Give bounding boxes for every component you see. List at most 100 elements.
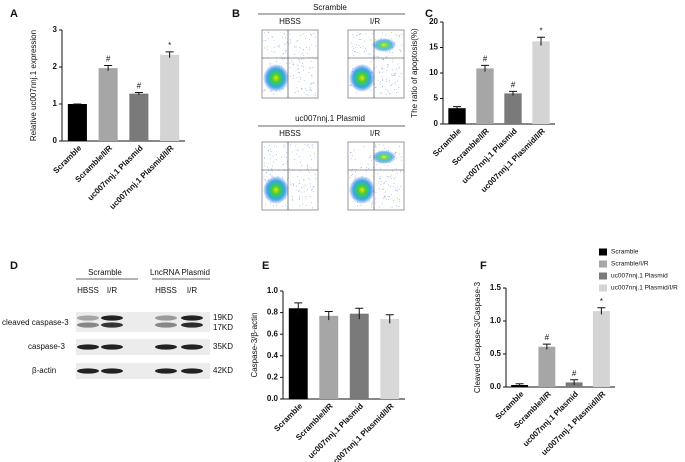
event-dot bbox=[314, 95, 316, 97]
event-dot bbox=[382, 67, 384, 69]
event-dot bbox=[308, 48, 310, 50]
event-dot bbox=[305, 93, 307, 95]
event-dot bbox=[399, 198, 401, 200]
event-dot bbox=[286, 178, 288, 180]
event-dot bbox=[382, 79, 383, 81]
event-dot bbox=[284, 49, 286, 51]
bar bbox=[532, 41, 550, 124]
blot-band bbox=[155, 315, 177, 321]
event-dot bbox=[356, 52, 358, 54]
event-dot bbox=[359, 47, 361, 48]
y-tick-label: 3 bbox=[53, 25, 58, 34]
y-tick-label: 1.0 bbox=[267, 286, 279, 295]
event-dot bbox=[264, 47, 265, 49]
event-dot bbox=[378, 143, 380, 145]
y-tick-label: 1.5 bbox=[490, 283, 502, 292]
flow-plots bbox=[261, 29, 405, 211]
event-dot bbox=[286, 42, 288, 44]
event-dot bbox=[390, 85, 392, 87]
event-dot bbox=[298, 180, 300, 182]
event-dot bbox=[275, 205, 277, 206]
event-dot bbox=[303, 58, 305, 60]
event-dot bbox=[395, 72, 396, 74]
blot-band bbox=[155, 368, 177, 374]
event-dot bbox=[311, 207, 313, 209]
event-dot bbox=[376, 56, 378, 58]
event-dot bbox=[271, 170, 273, 172]
event-dot bbox=[306, 144, 308, 146]
event-dot bbox=[273, 205, 275, 207]
event-dot bbox=[295, 189, 297, 191]
y-tick-label: 0.2 bbox=[267, 373, 279, 382]
event-dot bbox=[351, 42, 353, 44]
event-dot bbox=[386, 70, 388, 72]
event-dot bbox=[401, 159, 402, 161]
event-dot bbox=[384, 165, 386, 167]
row-label: cleaved caspase-3 bbox=[2, 318, 69, 327]
event-dot bbox=[352, 168, 354, 170]
event-dot bbox=[290, 183, 292, 185]
event-dot bbox=[385, 34, 386, 36]
legend-swatch bbox=[599, 248, 607, 256]
event-dot bbox=[289, 63, 291, 65]
event-dot bbox=[358, 39, 360, 40]
event-dot bbox=[395, 151, 397, 153]
event-dot bbox=[267, 162, 269, 164]
event-dot bbox=[307, 166, 309, 168]
event-dot bbox=[310, 60, 312, 62]
event-dot bbox=[311, 144, 313, 146]
significance-mark: # bbox=[545, 333, 550, 342]
event-dot bbox=[386, 198, 387, 200]
significance-mark: * bbox=[600, 297, 603, 306]
event-dot bbox=[365, 47, 366, 49]
event-dot bbox=[315, 58, 317, 60]
event-dot bbox=[389, 93, 391, 95]
event-dot bbox=[303, 191, 305, 193]
y-tick-label: 1.0 bbox=[490, 316, 502, 325]
event-dot bbox=[381, 66, 383, 68]
event-dot bbox=[299, 205, 301, 207]
event-dot bbox=[282, 145, 284, 147]
blot-band bbox=[77, 368, 99, 374]
event-dot bbox=[399, 50, 401, 52]
event-dot bbox=[309, 186, 311, 188]
legend-label: uc007nnj.1 Plasmid/I/R bbox=[611, 285, 678, 292]
blot-band bbox=[101, 322, 123, 328]
event-dot bbox=[302, 149, 304, 151]
event-dot bbox=[386, 80, 388, 82]
event-dot bbox=[271, 175, 273, 177]
event-dot bbox=[305, 196, 307, 197]
event-dot bbox=[372, 166, 374, 168]
event-dot bbox=[310, 84, 312, 86]
bar bbox=[592, 311, 610, 387]
event-dot bbox=[352, 34, 354, 36]
event-dot bbox=[295, 46, 297, 48]
event-dot bbox=[266, 176, 268, 178]
legend-label: Scramble bbox=[611, 249, 639, 256]
event-dot bbox=[388, 184, 390, 186]
event-dot bbox=[296, 153, 298, 155]
event-dot bbox=[391, 75, 393, 77]
event-dot bbox=[371, 203, 373, 205]
error-bar bbox=[537, 36, 545, 46]
event-dot bbox=[389, 185, 391, 187]
error-bar bbox=[481, 64, 489, 72]
event-dot bbox=[263, 176, 265, 178]
event-dot bbox=[297, 68, 298, 70]
event-dot bbox=[398, 205, 400, 207]
event-dot bbox=[370, 39, 372, 41]
event-dot bbox=[375, 66, 377, 68]
error-bar bbox=[542, 343, 551, 350]
event-dot bbox=[299, 59, 301, 61]
event-dot bbox=[285, 50, 287, 52]
event-dot bbox=[390, 194, 392, 196]
event-dot bbox=[382, 86, 384, 88]
y-tick-label: 1 bbox=[53, 99, 58, 108]
event-dot bbox=[266, 171, 268, 173]
event-dot bbox=[290, 39, 291, 41]
event-dot bbox=[270, 174, 272, 176]
bar bbox=[319, 315, 339, 399]
event-dot bbox=[303, 92, 305, 93]
event-dot bbox=[312, 67, 314, 69]
event-dot bbox=[303, 49, 305, 51]
